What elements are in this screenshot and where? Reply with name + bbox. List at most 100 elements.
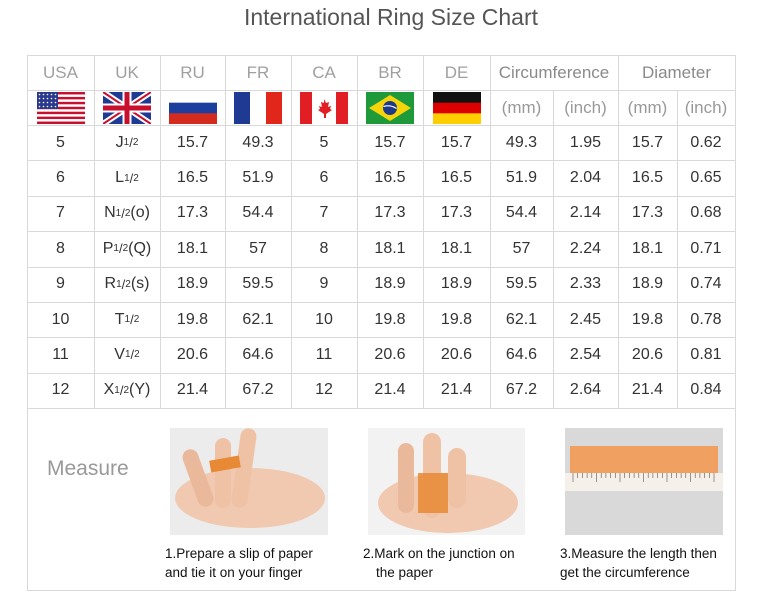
fraction-denominator: 2 xyxy=(124,207,131,219)
fraction-separator: / xyxy=(121,205,125,221)
uk-letter: N xyxy=(104,204,116,222)
size-value: 21.4 xyxy=(618,372,678,409)
flag xyxy=(103,91,151,124)
fraction-numerator: 1 xyxy=(124,349,131,361)
step-caption: 1.Prepare a slip of paper xyxy=(165,546,313,561)
size-value: 2.33 xyxy=(553,266,619,303)
size-value: 20.6 xyxy=(618,337,678,374)
size-value: 8 xyxy=(291,231,358,268)
size-value: 19.8 xyxy=(618,301,678,339)
size-value: 18.9 xyxy=(160,266,226,303)
size-value: 5 xyxy=(291,125,358,162)
size-value: 12 xyxy=(291,372,358,409)
uk-size: N 1/2 (o) xyxy=(94,195,161,233)
uk-suffix: (s) xyxy=(130,275,150,293)
size-value: 64.6 xyxy=(225,337,292,374)
size-value: 2.64 xyxy=(553,372,619,409)
uk-letter: V xyxy=(114,345,125,363)
size-value: 9 xyxy=(291,266,358,303)
fraction-denominator: 2 xyxy=(133,314,140,326)
fraction-numerator: 1 xyxy=(115,207,122,219)
size-value: 18.9 xyxy=(357,266,424,303)
size-value: 17.3 xyxy=(618,195,678,233)
uk-suffix: (Q) xyxy=(128,239,152,257)
flag xyxy=(234,91,282,124)
size-value: 0.84 xyxy=(677,372,736,409)
flag-cell xyxy=(291,90,358,126)
size-value: 11 xyxy=(27,337,95,374)
size-value: 17.3 xyxy=(357,195,424,233)
size-value: 10 xyxy=(27,301,95,339)
size-value: 0.68 xyxy=(677,195,736,233)
header-cell: DE xyxy=(423,55,491,91)
uk-size: T 1/2 xyxy=(94,301,161,339)
flag-cell xyxy=(27,90,95,126)
size-value: 51.9 xyxy=(225,160,292,197)
size-value: 18.9 xyxy=(423,266,491,303)
flag xyxy=(300,91,348,124)
size-value: 15.7 xyxy=(618,125,678,162)
size-value: 1.95 xyxy=(553,125,619,162)
size-value: 7 xyxy=(291,195,358,233)
size-value: 5 xyxy=(27,125,95,162)
size-value: 18.9 xyxy=(618,266,678,303)
flag-cell xyxy=(160,90,226,126)
size-value: 57 xyxy=(225,231,292,268)
size-value: 0.81 xyxy=(677,337,736,374)
size-value: 15.7 xyxy=(357,125,424,162)
uk-size: X 1/2 (Y) xyxy=(94,372,161,409)
size-value: 2.54 xyxy=(553,337,619,374)
size-value: 19.8 xyxy=(423,301,491,339)
fraction-separator: / xyxy=(130,312,134,328)
size-value: 18.1 xyxy=(423,231,491,268)
fraction-numerator: 1 xyxy=(113,243,119,255)
fraction-separator: / xyxy=(130,347,135,363)
size-value: 21.4 xyxy=(357,372,424,409)
instruction-photo xyxy=(170,428,328,535)
flag-cell xyxy=(94,90,161,126)
title: International Ring Size Chart xyxy=(243,4,539,30)
size-value: 67.2 xyxy=(225,372,292,409)
size-value: 11 xyxy=(291,337,358,374)
header-cell: UK xyxy=(94,55,161,91)
size-value: 15.7 xyxy=(160,125,226,162)
fraction-denominator: 2 xyxy=(123,384,130,396)
size-value: 16.5 xyxy=(160,160,226,197)
table: USA UK RU FR CA BR DE Circumference Diameter (mm)… xyxy=(27,55,736,591)
header-cell: FR xyxy=(225,55,292,91)
header-cell: RU xyxy=(160,55,226,91)
size-value: 67.2 xyxy=(490,372,554,409)
size-value: 8 xyxy=(27,231,95,268)
size-value: 54.4 xyxy=(490,195,554,233)
size-value: 16.5 xyxy=(423,160,491,197)
fraction-denominator: 2 xyxy=(134,349,140,361)
size-value: 12 xyxy=(27,372,95,409)
size-value: 6 xyxy=(27,160,95,197)
uk-letter: P xyxy=(102,239,114,257)
uk-size: L 1/2 xyxy=(94,160,161,197)
size-value: 21.4 xyxy=(160,372,226,409)
size-value: 57 xyxy=(490,231,554,268)
uk-letter: J xyxy=(115,133,124,151)
size-value: 2.14 xyxy=(553,195,619,233)
header-cell: Diameter xyxy=(618,55,736,91)
header-cell: Circumference xyxy=(490,55,619,91)
size-value: 51.9 xyxy=(490,160,554,197)
size-value: 59.5 xyxy=(490,266,554,303)
fraction-numerator: 1 xyxy=(116,278,122,290)
flag xyxy=(36,91,85,124)
unit-cell: (inch) xyxy=(553,90,619,126)
unit-cell: (mm) xyxy=(490,90,554,126)
size-value: 0.62 xyxy=(677,125,736,162)
flag xyxy=(366,91,414,124)
size-value: 59.5 xyxy=(225,266,292,303)
photo xyxy=(565,428,723,535)
size-value: 10 xyxy=(291,301,358,339)
size-value: 7 xyxy=(27,195,95,233)
size-value: 18.1 xyxy=(618,231,678,268)
size-value: 0.71 xyxy=(677,231,736,268)
flag xyxy=(432,91,481,124)
uk-size: R 1/2 (s) xyxy=(94,266,161,303)
unit-cell: (inch) xyxy=(677,90,736,126)
